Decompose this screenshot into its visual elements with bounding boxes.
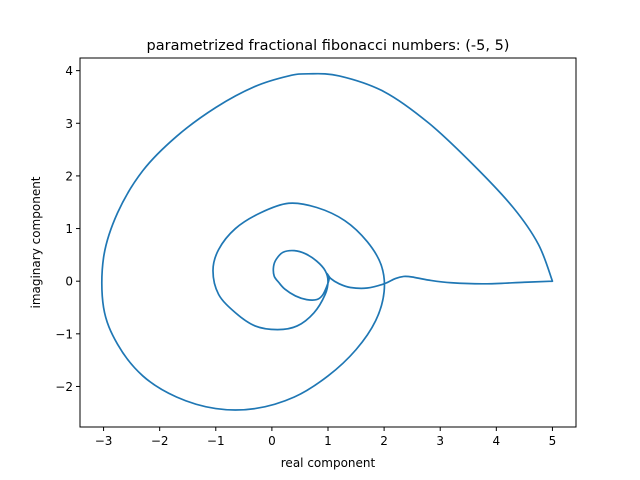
x-tick-label: 5 (549, 434, 557, 448)
x-tick-label: 2 (380, 434, 388, 448)
y-axis: −2 −1 0 1 2 3 4 (55, 64, 80, 394)
y-tick-label: 3 (65, 117, 73, 131)
y-tick-label: −1 (55, 327, 73, 341)
y-tick-label: −2 (55, 380, 73, 394)
plot-area (100, 72, 554, 411)
x-tick-label: 1 (324, 434, 332, 448)
x-axis: −3 −2 −1 0 1 2 3 4 5 (95, 427, 557, 448)
x-tick-label: −2 (151, 434, 169, 448)
x-tick-label: −3 (95, 434, 113, 448)
y-tick-label: 0 (65, 275, 73, 289)
x-tick-label: 0 (268, 434, 276, 448)
chart-title: parametrized fractional fibonacci number… (147, 38, 510, 54)
series-line (100, 72, 554, 411)
y-tick-label: 2 (65, 169, 73, 183)
x-tick-label: −1 (207, 434, 225, 448)
x-axis-label: real component (281, 456, 376, 470)
x-tick-label: 3 (436, 434, 444, 448)
x-tick-label: 4 (493, 434, 501, 448)
y-tick-label: 4 (65, 64, 73, 78)
y-tick-label: 1 (65, 222, 73, 236)
y-axis-label: imaginary component (29, 176, 43, 308)
